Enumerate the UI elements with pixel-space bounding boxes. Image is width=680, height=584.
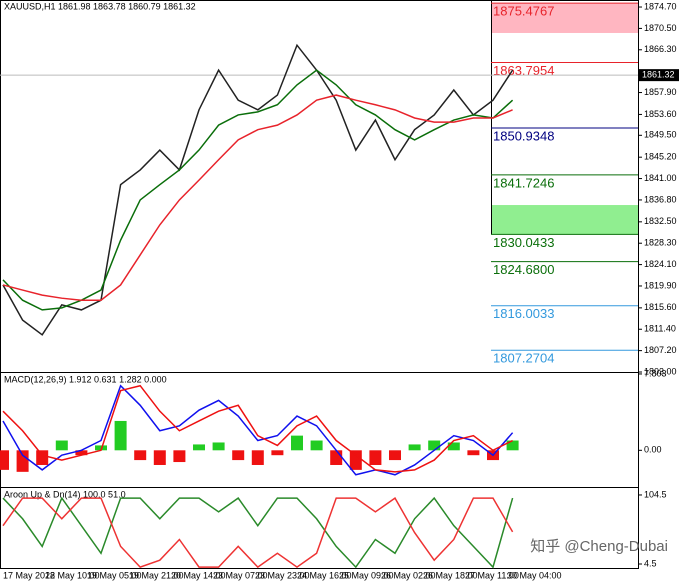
level-label: 1816.0033: [493, 306, 554, 321]
level-label: 1824.6800: [493, 262, 554, 277]
histogram-bar: [251, 450, 264, 465]
panel-title: XAUUSD,H1 1861.98 1863.78 1860.79 1861.3…: [4, 1, 196, 11]
current-price-label: 1861.32: [642, 70, 675, 80]
zone: [491, 3, 638, 33]
histogram-bar: [36, 450, 49, 465]
level-label: 1850.9348: [493, 128, 554, 143]
y-tick-label: 1807.20: [644, 345, 677, 355]
y-tick-label: 7.803: [644, 368, 667, 378]
histogram-bar: [153, 450, 166, 465]
level-label: 1841.7246: [493, 175, 554, 190]
y-tick-label: 0.00: [644, 445, 662, 455]
histogram-bar: [310, 440, 323, 451]
x-tick-label: 24 May 16:00: [297, 570, 352, 580]
histogram-bar: [212, 442, 225, 451]
histogram-bar: [467, 450, 480, 456]
histogram-bar: [95, 445, 107, 451]
x-tick-label: 26 May 18:00: [423, 570, 478, 580]
x-tick-label: 30 May 04:00: [507, 570, 562, 580]
y-tick-label: 1866.30: [644, 44, 677, 54]
x-tick-label: 23 May 23:00: [255, 570, 310, 580]
frame: [0, 0, 639, 569]
series-line: [2, 384, 513, 473]
level-label: 1875.4767: [493, 4, 554, 19]
y-tick-label: 104.5: [644, 489, 667, 499]
y-tick-label: 1870.50: [644, 23, 677, 33]
y-tick-label: 1803.00: [644, 366, 677, 376]
histogram-bar: [232, 450, 245, 461]
histogram-bar: [271, 450, 284, 456]
histogram-bar: [447, 442, 460, 451]
series-line: [2, 43, 514, 336]
histogram-bar: [134, 450, 147, 461]
x-tick-label: 18 May 10:00: [45, 570, 100, 580]
y-tick-label: 1857.90: [644, 87, 677, 97]
histogram-bar: [114, 420, 127, 451]
histogram-bar: [193, 444, 205, 451]
histogram-bar: [16, 450, 29, 472]
x-tick-label: 19 May 05:00: [87, 570, 142, 580]
y-tick-label: 1853.60: [644, 109, 677, 119]
y-tick-label: 1819.90: [644, 280, 677, 290]
histogram-bar: [55, 440, 68, 451]
y-tick-label: 1811.40: [644, 324, 676, 334]
y-tick-label: 1849.50: [644, 130, 677, 140]
x-tick-label: 26 May 02:00: [381, 570, 436, 580]
series-line: [2, 496, 514, 569]
x-tick-label: 19 May 21:00: [129, 570, 184, 580]
histogram-bar: [330, 450, 343, 465]
x-tick-label: 23 May 07:00: [213, 570, 268, 580]
y-tick-label: 1836.80: [644, 194, 677, 204]
series-line: [2, 384, 514, 476]
watermark: 知乎 @Cheng-Dubai: [530, 538, 668, 555]
x-tick-label: 17 May 2022: [3, 570, 55, 580]
histogram-bar: [408, 444, 421, 451]
level-label: 1863.7954: [493, 63, 554, 78]
level-label: 1830.0433: [493, 235, 554, 250]
y-tick-label: 1874.70: [644, 1, 677, 11]
y-tick-label: 1815.60: [644, 302, 677, 312]
y-tick-label: 1841.00: [644, 173, 677, 183]
current-price-box: [639, 69, 679, 82]
series-line: [2, 69, 514, 311]
zone: [491, 205, 638, 235]
level-label: 1807.2704: [493, 351, 554, 366]
panel-title: Aroon Up & Dn(14) 100.0 51.0: [4, 489, 126, 499]
y-tick-label: 1828.30: [644, 238, 677, 248]
x-tick-label: 20 May 14:00: [171, 570, 226, 580]
histogram-bar: [369, 450, 382, 465]
x-tick-label: 25 May 09:00: [339, 570, 394, 580]
histogram-bar: [349, 450, 362, 470]
series-line: [2, 94, 513, 301]
panel-title: MACD(12,26,9) 1.912 0.631 1.282 0.000: [4, 374, 167, 384]
histogram-bar: [173, 450, 186, 463]
x-tick-label: 27 May 11:00: [465, 570, 519, 580]
histogram-bar: [0, 450, 9, 470]
y-tick-label: 1832.50: [644, 216, 677, 226]
histogram-bar: [291, 435, 303, 451]
series-line: [2, 496, 514, 569]
histogram-bar: [389, 450, 401, 461]
histogram-bar: [75, 450, 88, 456]
histogram-bar: [506, 440, 519, 451]
y-tick-label: 4.5: [644, 558, 657, 568]
y-tick-label: 1824.10: [644, 259, 677, 269]
y-tick-label: 1845.20: [644, 152, 677, 162]
histogram-bar: [428, 440, 441, 451]
